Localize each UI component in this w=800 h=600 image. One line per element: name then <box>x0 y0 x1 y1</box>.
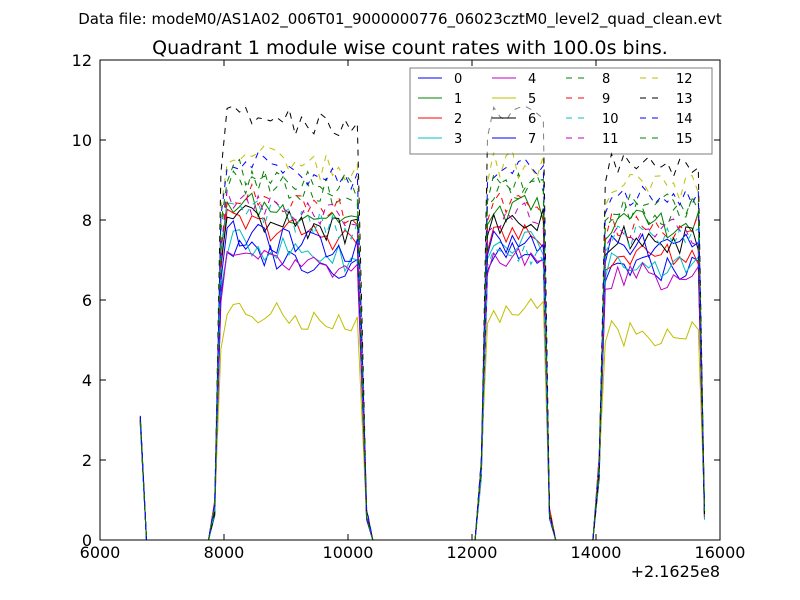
legend-label-10: 10 <box>602 112 619 127</box>
series-line-7 <box>139 219 705 540</box>
series-line-6 <box>139 204 705 540</box>
x-tick-label: 12000 <box>447 543 498 562</box>
y-tick-label: 6 <box>82 291 92 310</box>
y-tick-label: 8 <box>82 211 92 230</box>
series-line-15 <box>139 158 705 540</box>
legend-label-6: 6 <box>528 112 536 127</box>
series-line-14 <box>139 151 705 540</box>
legend-label-9: 9 <box>602 92 610 107</box>
legend-label-2: 2 <box>454 112 462 127</box>
series-line-4 <box>139 247 705 540</box>
x-axis: 6000 8000 10000 12000 14000 16000 <box>80 60 746 562</box>
y-tick-label: 4 <box>82 371 92 390</box>
x-tick-label: 14000 <box>571 543 622 562</box>
series-layer <box>139 105 705 540</box>
legend-label-0: 0 <box>454 72 462 87</box>
series-line-13 <box>139 105 705 540</box>
legend-label-5: 5 <box>528 92 536 107</box>
series-line-10 <box>139 199 705 540</box>
suptitle: Data file: modeM0/AS1A02_006T01_90000007… <box>78 10 722 29</box>
x-tick-label: 10000 <box>323 543 374 562</box>
series-line-5 <box>139 297 705 540</box>
legend-label-4: 4 <box>528 72 536 87</box>
legend-label-14: 14 <box>676 112 693 127</box>
legend-box <box>409 67 713 155</box>
series-line-12 <box>139 144 705 540</box>
legend-label-11: 11 <box>602 132 619 147</box>
y-tick-label: 12 <box>72 51 92 70</box>
legend-label-8: 8 <box>602 72 610 87</box>
y-tick-label: 2 <box>82 451 92 470</box>
series-line-8 <box>139 167 705 540</box>
legend-label-15: 15 <box>676 132 693 147</box>
legend-label-12: 12 <box>676 72 693 87</box>
x-tick-label: 16000 <box>695 543 746 562</box>
y-tick-label: 0 <box>82 531 92 550</box>
series-line-11 <box>139 190 705 540</box>
x-tick-label: 8000 <box>204 543 245 562</box>
y-tick-label: 10 <box>72 131 92 150</box>
legend-label-1: 1 <box>454 92 462 107</box>
series-line-9 <box>139 182 705 540</box>
x-tick-label: 6000 <box>80 543 121 562</box>
legend-label-3: 3 <box>454 132 462 147</box>
chart-title: Quadrant 1 module wise count rates with … <box>152 37 668 59</box>
legend-label-7: 7 <box>528 132 536 147</box>
series-line-1 <box>139 192 705 540</box>
x-offset-label: +2.1625e8 <box>631 562 720 581</box>
legend-label-13: 13 <box>676 92 693 107</box>
